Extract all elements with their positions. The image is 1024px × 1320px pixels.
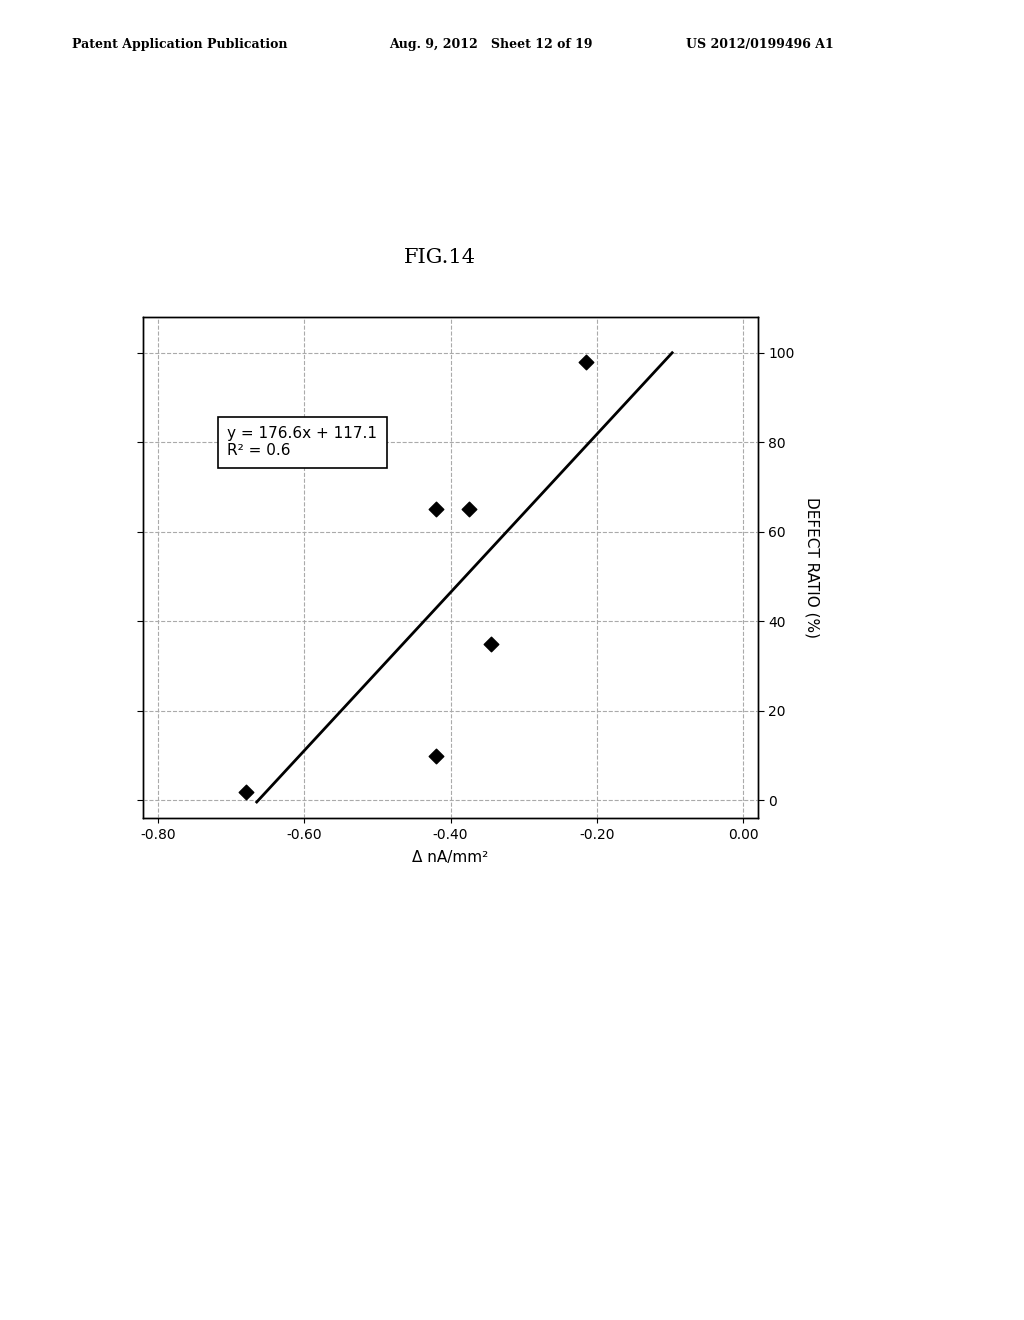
Text: y = 176.6x + 117.1
R² = 0.6: y = 176.6x + 117.1 R² = 0.6 — [227, 426, 378, 458]
Text: Aug. 9, 2012   Sheet 12 of 19: Aug. 9, 2012 Sheet 12 of 19 — [389, 37, 593, 50]
Point — [238, 781, 254, 803]
Text: Patent Application Publication: Patent Application Publication — [72, 37, 287, 50]
Text: FIG.14: FIG.14 — [404, 248, 476, 267]
Point — [428, 744, 444, 766]
Point — [461, 499, 477, 520]
Text: US 2012/0199496 A1: US 2012/0199496 A1 — [686, 37, 834, 50]
Point — [482, 634, 499, 655]
Point — [428, 499, 444, 520]
Point — [578, 351, 594, 372]
X-axis label: Δ nA/mm²: Δ nA/mm² — [413, 850, 488, 866]
Y-axis label: DEFECT RATIO (%): DEFECT RATIO (%) — [805, 498, 819, 638]
